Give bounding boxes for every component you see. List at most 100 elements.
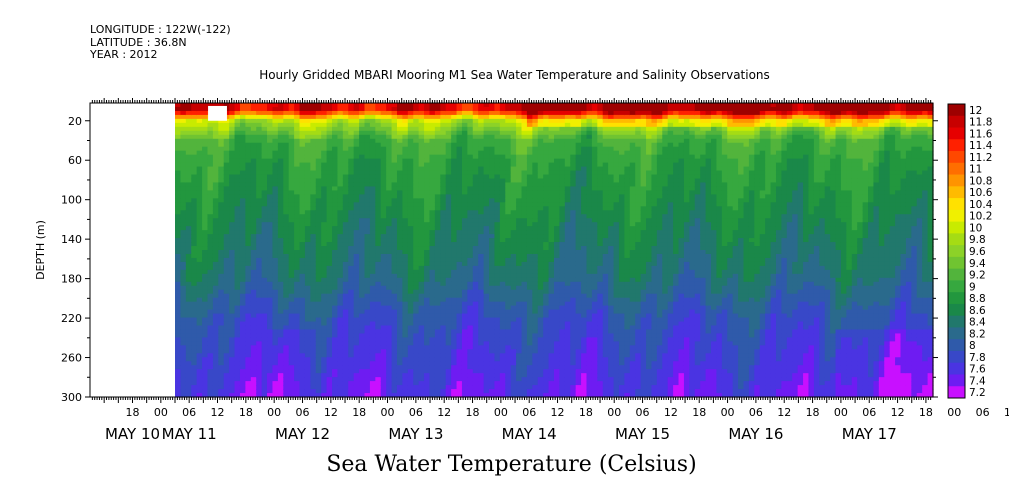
heatmap-cell (407, 242, 414, 247)
heatmap-cell (277, 226, 284, 231)
heatmap-cell (413, 134, 420, 140)
heatmap-cell (521, 154, 528, 160)
heatmap-cell (175, 170, 182, 176)
heatmap-cell (267, 130, 274, 136)
heatmap-cell (391, 297, 398, 303)
heatmap-cell (386, 341, 393, 346)
heatmap-cell (299, 253, 306, 259)
heatmap-cell (191, 369, 198, 374)
heatmap-cell (267, 269, 274, 275)
heatmap-cell (386, 130, 393, 136)
heatmap-cell (337, 393, 344, 398)
heatmap-field (175, 103, 934, 398)
heatmap-cell (239, 134, 246, 140)
heatmap-cell (516, 389, 523, 394)
heatmap-cell (424, 321, 431, 327)
heatmap-cell (256, 174, 263, 180)
heatmap-cell (494, 150, 501, 156)
heatmap-cell (304, 329, 311, 335)
heatmap-cell (429, 178, 436, 184)
heatmap-cell (489, 329, 496, 335)
heatmap-cell (223, 206, 230, 211)
heatmap-cell (526, 238, 533, 243)
heatmap-cell (185, 122, 192, 128)
heatmap-cell (472, 357, 479, 362)
heatmap-cell (440, 381, 447, 386)
heatmap-cell (510, 138, 517, 144)
heatmap-cell (218, 190, 225, 195)
heatmap-cell (516, 273, 523, 279)
heatmap-cell (342, 393, 349, 398)
heatmap-cell (391, 389, 398, 394)
heatmap-cell (413, 289, 420, 295)
heatmap-cell (267, 202, 274, 207)
heatmap-cell (191, 261, 198, 267)
heatmap-cell (175, 357, 182, 362)
heatmap-cell (256, 206, 263, 211)
heatmap-cell (310, 317, 317, 323)
heatmap-cell (505, 114, 512, 120)
heatmap-cell (407, 373, 414, 378)
heatmap-cell (494, 257, 501, 263)
heatmap-cell (537, 138, 544, 144)
heatmap-cell (353, 178, 360, 184)
heatmap-cell (261, 118, 268, 124)
heatmap-cell (483, 269, 490, 275)
heatmap-cell (359, 134, 366, 140)
heatmap-cell (326, 146, 333, 152)
heatmap-cell (256, 325, 263, 331)
heatmap-cell (407, 150, 414, 156)
heatmap-cell (348, 389, 355, 394)
heatmap-cell (537, 186, 544, 191)
heatmap-cell (510, 178, 517, 184)
heatmap-cell (510, 134, 517, 140)
heatmap-cell (369, 265, 376, 271)
heatmap-cell (218, 349, 225, 354)
heatmap-cell (418, 122, 425, 128)
heatmap-cell (277, 158, 284, 164)
heatmap-cell (283, 186, 290, 191)
heatmap-cell (196, 118, 203, 124)
heatmap-cell (223, 325, 230, 331)
heatmap-cell (505, 222, 512, 227)
heatmap-cell (196, 361, 203, 366)
heatmap-cell (277, 369, 284, 374)
heatmap-cell (218, 170, 225, 176)
heatmap-cell (212, 369, 219, 374)
heatmap-cell (461, 253, 468, 259)
heatmap-cell (283, 289, 290, 295)
heatmap-cell (202, 138, 209, 144)
heatmap-cell (315, 317, 322, 323)
heatmap-cell (369, 389, 376, 394)
heatmap-cell (261, 170, 268, 176)
heatmap-cell (185, 349, 192, 354)
heatmap-cell (407, 357, 414, 362)
heatmap-cell (272, 222, 279, 227)
heatmap-cell (472, 321, 479, 327)
heatmap-cell (505, 385, 512, 390)
heatmap-cell (283, 353, 290, 358)
heatmap-cell (332, 337, 339, 342)
heatmap-cell (234, 389, 241, 394)
heatmap-cell (283, 238, 290, 243)
heatmap-cell (294, 301, 301, 307)
heatmap-cell (418, 325, 425, 331)
heatmap-cell (332, 269, 339, 275)
heatmap-cell (294, 106, 301, 112)
heatmap-cell (207, 246, 214, 251)
heatmap-cell (342, 261, 349, 267)
heatmap-cell (456, 174, 463, 180)
heatmap-cell (304, 321, 311, 327)
heatmap-cell (456, 385, 463, 390)
heatmap-cell (483, 122, 490, 128)
heatmap-cell (489, 261, 496, 267)
heatmap-cell (175, 158, 182, 164)
heatmap-cell (380, 178, 387, 184)
heatmap-cell (494, 210, 501, 215)
heatmap-cell (489, 114, 496, 120)
heatmap-cell (342, 265, 349, 271)
heatmap-cell (510, 166, 517, 172)
heatmap-cell (326, 265, 333, 271)
heatmap-cell (207, 202, 214, 207)
heatmap-cell (299, 357, 306, 362)
